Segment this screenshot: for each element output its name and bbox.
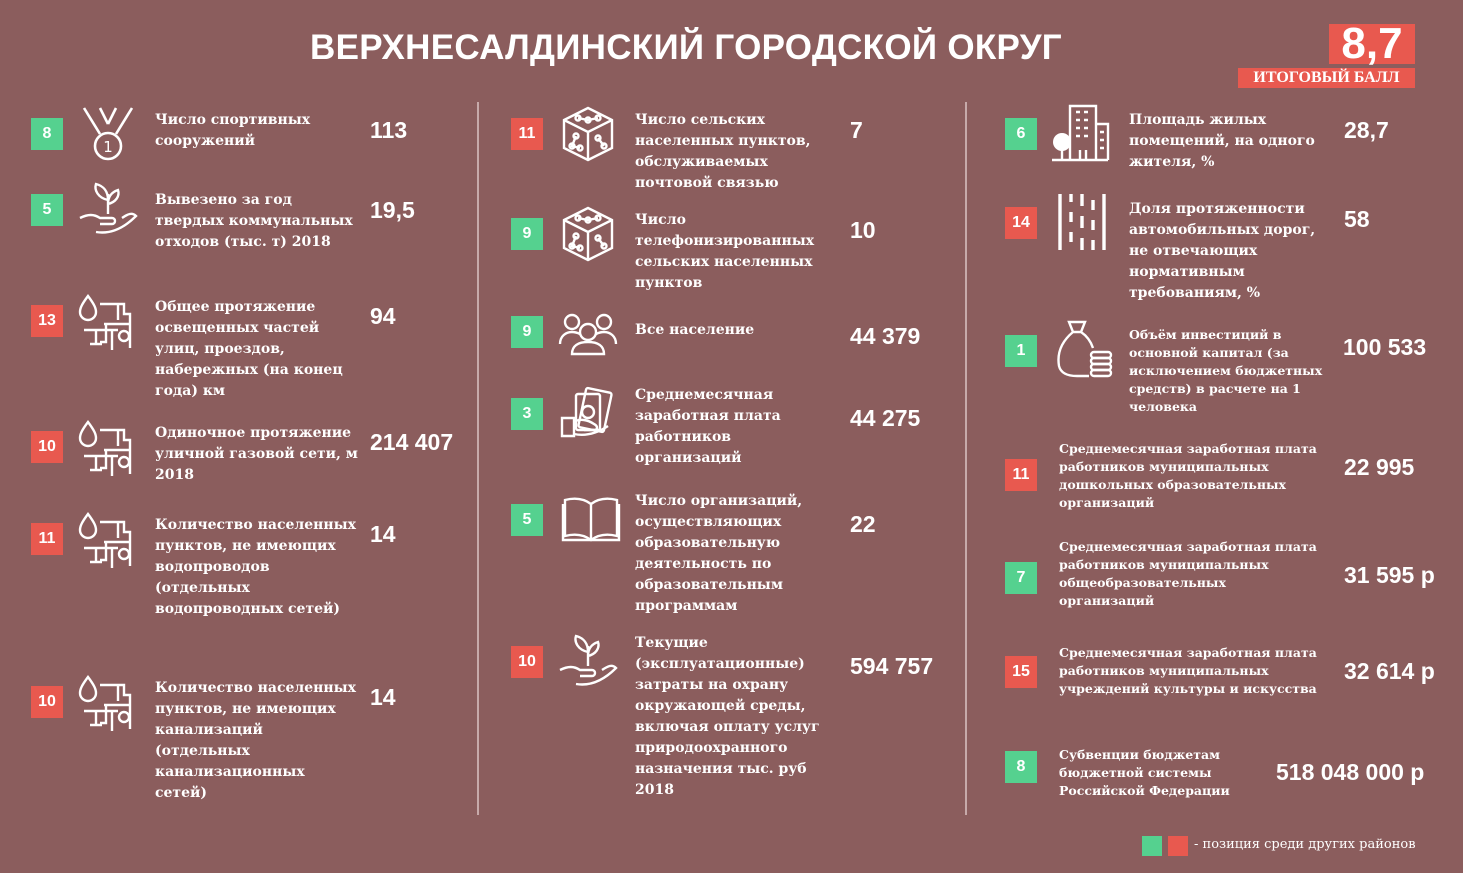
indicator-value: 518 048 000 р bbox=[1276, 759, 1425, 785]
rank-badge: 11 bbox=[511, 118, 543, 150]
indicator-label: Одиночное протяжение уличной газовой сет… bbox=[155, 425, 358, 483]
indicator-label: Число телефонизированных сельских населе… bbox=[635, 212, 815, 291]
indicator-label: Число организаций, осуществляющих образо… bbox=[635, 493, 803, 614]
indicator-value: 44 379 bbox=[850, 323, 921, 349]
indicator-label: Доля протяженности автомобильных дорог, … bbox=[1129, 201, 1316, 301]
indicator-value: 58 bbox=[1344, 206, 1370, 232]
rank-badge: 9 bbox=[511, 218, 543, 250]
indicator-value: 19,5 bbox=[370, 197, 415, 223]
indicator-value: 100 533 bbox=[1343, 334, 1427, 360]
money-bag-icon bbox=[1055, 320, 1115, 380]
indicator-label: Объём инвестиций в основной капитал (за … bbox=[1129, 327, 1323, 414]
rank-badge: 13 bbox=[31, 305, 63, 337]
road-icon bbox=[1052, 192, 1112, 252]
indicator-value: 28,7 bbox=[1344, 117, 1389, 143]
money-hand-icon bbox=[558, 384, 618, 444]
indicator-value: 10 bbox=[850, 217, 876, 243]
indicator-label: Число сельских населенных пунктов, обслу… bbox=[635, 112, 811, 191]
legend-text: - позиция среди других районов bbox=[1194, 837, 1416, 852]
rank-badge: 1 bbox=[1005, 335, 1037, 367]
indicator-value: 44 275 bbox=[850, 405, 921, 431]
indicator-label: Среднемесячная заработная плата работник… bbox=[1059, 539, 1317, 608]
rank-badge: 3 bbox=[511, 398, 543, 430]
rank-badge: 8 bbox=[1005, 751, 1037, 783]
indicator-value: 14 bbox=[370, 684, 396, 710]
plant-hand-icon bbox=[558, 630, 618, 690]
indicator-label: Среднемесячная заработная плата работник… bbox=[635, 387, 781, 466]
pipes-icon bbox=[78, 675, 138, 735]
indicator-value: 113 bbox=[370, 117, 408, 143]
indicator-value: 22 bbox=[850, 511, 876, 537]
rank-badge: 9 bbox=[511, 316, 543, 348]
indicator-label: Текущие (эксплуатационные) затраты на ох… bbox=[635, 635, 820, 798]
pipes-icon bbox=[78, 294, 138, 354]
indicator-label: Среднемесячная заработная плата работник… bbox=[1059, 441, 1317, 510]
building-tree-icon bbox=[1050, 104, 1110, 164]
rank-badge: 5 bbox=[511, 504, 543, 536]
indicator-label: Количество населенных пунктов, не имеющи… bbox=[155, 517, 357, 617]
rank-badge: 7 bbox=[1005, 562, 1037, 594]
rank-badge: 6 bbox=[1005, 118, 1037, 150]
medal-icon: 1 bbox=[78, 104, 138, 164]
legend-red-swatch bbox=[1168, 836, 1188, 856]
book-icon bbox=[561, 490, 621, 550]
pipes-icon bbox=[78, 512, 138, 572]
rank-badge: 10 bbox=[511, 646, 543, 678]
indicator-value: 14 bbox=[370, 521, 396, 547]
indicator-label: Среднемесячная заработная плата работник… bbox=[1059, 645, 1317, 696]
legend-green-swatch bbox=[1142, 836, 1162, 856]
network-cube-icon bbox=[558, 104, 618, 164]
indicator-label: Все население bbox=[635, 322, 755, 338]
indicator-value: 214 407 bbox=[370, 429, 454, 455]
rank-badge: 11 bbox=[31, 523, 63, 555]
rank-badge: 5 bbox=[31, 194, 63, 226]
total-score-value: 8,7 bbox=[1329, 22, 1415, 66]
indicator-value: 31 595 р bbox=[1344, 562, 1435, 588]
svg-text:1: 1 bbox=[103, 138, 113, 156]
indicator-label: Площадь жилых помещений, на одного жител… bbox=[1129, 112, 1315, 170]
page-title: ВЕРХНЕСАЛДИНСКИЙ ГОРОДСКОЙ ОКРУГ bbox=[310, 28, 1062, 67]
rank-badge: 10 bbox=[31, 431, 63, 463]
pipes-icon bbox=[78, 420, 138, 480]
plant-hand-icon bbox=[78, 178, 138, 238]
indicator-label: Субвенции бюджетам бюджетной системы Рос… bbox=[1059, 747, 1230, 798]
indicator-label: Вывезено за год твердых коммунальных отх… bbox=[155, 192, 353, 250]
indicator-value: 22 995 bbox=[1344, 454, 1415, 480]
rank-badge: 11 bbox=[1005, 459, 1037, 491]
indicator-label: Число спортивных сооружений bbox=[155, 112, 311, 149]
rank-badge: 10 bbox=[31, 686, 63, 718]
indicator-value: 32 614 р bbox=[1344, 658, 1435, 684]
indicator-value: 7 bbox=[850, 117, 863, 143]
rank-badge: 15 bbox=[1005, 656, 1037, 688]
rank-badge: 14 bbox=[1005, 207, 1037, 239]
indicator-value: 94 bbox=[370, 303, 396, 329]
indicator-value: 594 757 bbox=[850, 653, 934, 679]
people-icon bbox=[558, 302, 618, 362]
indicator-label: Количество населенных пунктов, не имеющи… bbox=[155, 680, 357, 801]
network-cube-icon bbox=[558, 204, 618, 264]
column-divider bbox=[965, 102, 967, 815]
rank-badge: 8 bbox=[31, 118, 63, 150]
total-score-label: ИТОГОВЫЙ БАЛЛ bbox=[1238, 68, 1415, 88]
indicator-label: Общее протяжение освещенных частей улиц,… bbox=[155, 299, 343, 399]
column-divider bbox=[477, 102, 479, 815]
